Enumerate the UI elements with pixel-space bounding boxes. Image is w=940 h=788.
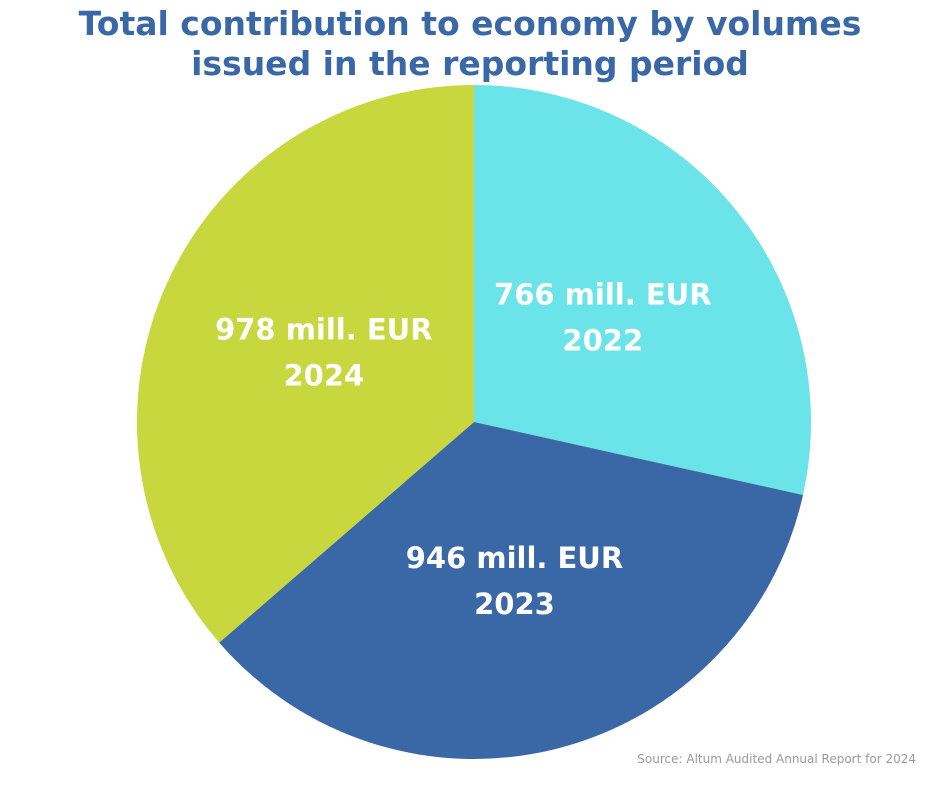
slice-year-label-2023: 2023 <box>474 587 555 621</box>
source-note: Source: Altum Audited Annual Report for … <box>637 752 916 766</box>
slice-year-label-2022: 2022 <box>562 324 643 358</box>
slice-value-label-2024: 978 mill. EUR <box>215 312 432 346</box>
chart-title-line-1: Total contribution to economy by volumes <box>78 4 862 43</box>
chart-title: Total contribution to economy by volumes… <box>0 4 940 84</box>
slice-value-label-2022: 766 mill. EUR <box>494 278 711 312</box>
pie-slice-2022 <box>474 85 811 496</box>
slice-value-label-2023: 946 mill. EUR <box>406 541 623 575</box>
pie-slice-2024 <box>136 85 474 643</box>
pie-slice-2023 <box>219 422 803 759</box>
slice-year-label-2024: 2024 <box>283 358 364 392</box>
chart-title-line-2: issued in the reporting period <box>191 44 749 83</box>
